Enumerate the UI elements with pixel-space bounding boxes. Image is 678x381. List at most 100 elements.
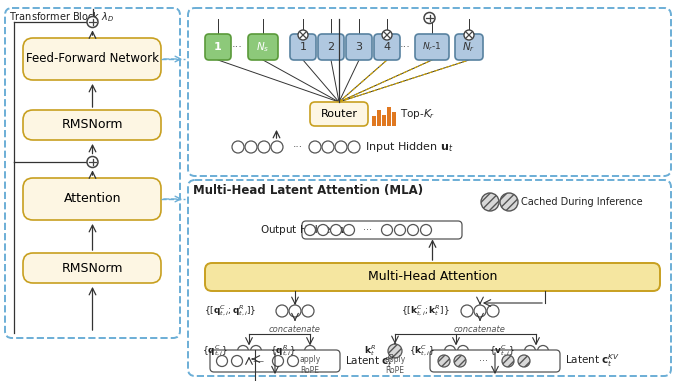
Circle shape [271, 141, 283, 153]
Text: $\{\mathbf{q}_{t,i}^R\}$: $\{\mathbf{q}_{t,i}^R\}$ [270, 344, 296, 359]
FancyBboxPatch shape [188, 8, 671, 176]
FancyBboxPatch shape [455, 34, 483, 60]
Circle shape [317, 224, 329, 235]
Text: 1: 1 [214, 42, 222, 52]
Text: Latent $\mathbf{c}_t^{KV}$: Latent $\mathbf{c}_t^{KV}$ [565, 352, 620, 370]
Text: Multi-Head Latent Attention (MLA): Multi-Head Latent Attention (MLA) [193, 184, 423, 197]
Circle shape [287, 355, 298, 367]
Circle shape [500, 193, 518, 211]
Bar [387, 107, 391, 126]
Text: concatenate: concatenate [454, 325, 506, 333]
Text: Multi-Head Attention: Multi-Head Attention [367, 271, 497, 283]
Text: Latent $\mathbf{c}_t^Q$: Latent $\mathbf{c}_t^Q$ [345, 352, 395, 370]
Text: 4: 4 [384, 42, 391, 52]
Circle shape [348, 141, 360, 153]
Text: ···: ··· [232, 42, 243, 52]
Circle shape [464, 30, 474, 40]
Text: Router: Router [321, 109, 357, 119]
Text: $N_r$-1: $N_r$-1 [422, 41, 442, 53]
Circle shape [322, 141, 334, 153]
FancyBboxPatch shape [5, 8, 180, 338]
Circle shape [298, 30, 308, 40]
Text: $\{[\mathbf{q}_{t,i}^C;\mathbf{q}_{t,i}^R]\}$: $\{[\mathbf{q}_{t,i}^C;\mathbf{q}_{t,i}^… [203, 304, 256, 319]
FancyBboxPatch shape [210, 350, 340, 372]
Circle shape [335, 141, 347, 153]
Circle shape [395, 224, 405, 235]
Circle shape [330, 224, 342, 235]
Circle shape [525, 346, 536, 357]
Bar [377, 110, 381, 126]
Circle shape [258, 141, 270, 153]
Bar [392, 112, 396, 126]
Text: Attention: Attention [64, 192, 121, 205]
Text: $N_s$: $N_s$ [256, 40, 270, 54]
Text: apply
RoPE: apply RoPE [384, 355, 405, 375]
Circle shape [407, 224, 418, 235]
Circle shape [231, 355, 243, 367]
Circle shape [461, 305, 473, 317]
Text: 3: 3 [355, 42, 363, 52]
Text: apply
RoPE: apply RoPE [300, 355, 321, 375]
FancyBboxPatch shape [205, 34, 231, 60]
Circle shape [289, 305, 301, 317]
FancyBboxPatch shape [302, 221, 462, 239]
FancyBboxPatch shape [310, 102, 368, 126]
FancyBboxPatch shape [188, 180, 671, 376]
Text: $N_r$: $N_r$ [462, 40, 475, 54]
Text: RMSNorm: RMSNorm [62, 118, 123, 131]
Circle shape [302, 305, 314, 317]
Text: RMSNorm: RMSNorm [62, 261, 123, 274]
Circle shape [474, 305, 486, 317]
FancyBboxPatch shape [248, 34, 278, 60]
Text: 2: 2 [327, 42, 334, 52]
Text: Input Hidden $\mathbf{u}_t$: Input Hidden $\mathbf{u}_t$ [365, 140, 454, 154]
FancyBboxPatch shape [346, 34, 372, 60]
Circle shape [445, 346, 456, 357]
Text: ···: ··· [363, 225, 372, 235]
Circle shape [481, 193, 499, 211]
Circle shape [237, 346, 249, 357]
Circle shape [502, 355, 514, 367]
FancyBboxPatch shape [374, 34, 400, 60]
Circle shape [538, 346, 549, 357]
Text: —: — [252, 356, 264, 366]
Circle shape [518, 355, 530, 367]
FancyBboxPatch shape [415, 34, 449, 60]
Text: $\{\mathbf{v}_{t,i}^C\}$: $\{\mathbf{v}_{t,i}^C\}$ [489, 344, 515, 359]
Text: Top-$K_r$: Top-$K_r$ [400, 107, 435, 121]
Text: Cached During Inference: Cached During Inference [521, 197, 643, 207]
Circle shape [250, 346, 262, 357]
Circle shape [309, 141, 321, 153]
Circle shape [420, 224, 431, 235]
Circle shape [344, 224, 355, 235]
FancyBboxPatch shape [318, 34, 344, 60]
Text: $\{\mathbf{q}_{t,i}^C\}$: $\{\mathbf{q}_{t,i}^C\}$ [202, 344, 228, 359]
Circle shape [276, 305, 288, 317]
Circle shape [87, 16, 98, 27]
Text: ···: ··· [399, 42, 410, 52]
Text: Transformer Block $\lambda_D$: Transformer Block $\lambda_D$ [9, 10, 115, 24]
Circle shape [304, 224, 315, 235]
Bar [372, 116, 376, 126]
Text: 1: 1 [300, 42, 306, 52]
FancyBboxPatch shape [290, 34, 316, 60]
Text: concatenate: concatenate [269, 325, 321, 333]
Circle shape [273, 355, 283, 367]
Circle shape [487, 305, 499, 317]
Circle shape [382, 224, 393, 235]
FancyBboxPatch shape [23, 178, 161, 220]
Circle shape [454, 355, 466, 367]
FancyBboxPatch shape [205, 263, 660, 291]
Circle shape [458, 346, 468, 357]
Circle shape [245, 141, 257, 153]
Text: ···: ··· [293, 142, 303, 152]
Circle shape [382, 30, 392, 40]
FancyBboxPatch shape [430, 350, 560, 372]
Circle shape [438, 355, 450, 367]
FancyBboxPatch shape [23, 110, 161, 140]
Bar [382, 115, 386, 126]
FancyBboxPatch shape [23, 253, 161, 283]
FancyBboxPatch shape [23, 38, 161, 80]
Text: $\{[\mathbf{k}_{t,i}^C;\mathbf{k}_t^R]\}$: $\{[\mathbf{k}_{t,i}^C;\mathbf{k}_t^R]\}… [401, 304, 450, 319]
Text: ···: ··· [479, 356, 489, 366]
